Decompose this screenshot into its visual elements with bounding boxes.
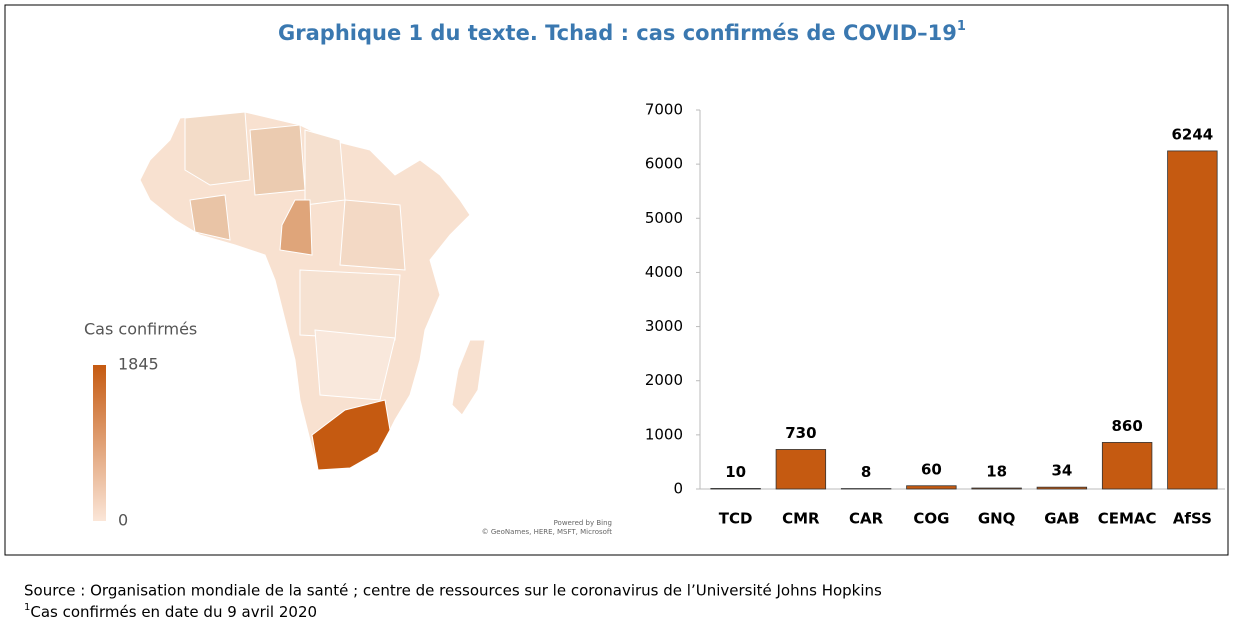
frame	[4, 4, 1229, 556]
colorbar	[93, 365, 106, 521]
value-label: 730	[785, 424, 816, 442]
value-label: 8	[861, 463, 871, 481]
title: Graphique 1 du texte. Tchad : cas confir…	[278, 19, 966, 46]
x-tick-label: GNQ	[978, 510, 1016, 528]
legend-title: Cas confirmés	[84, 320, 197, 339]
madagascar	[451, 339, 486, 416]
region	[339, 199, 406, 271]
value-label: 10	[725, 463, 746, 481]
region	[184, 111, 251, 186]
bar	[1036, 486, 1088, 490]
bar	[906, 485, 957, 490]
y-tick-label: 6000	[645, 155, 683, 173]
bar	[971, 487, 1022, 490]
region	[249, 124, 306, 196]
x-tick-label: AfSS	[1173, 510, 1212, 528]
value-label: 6244	[1172, 125, 1214, 143]
y-tick-label: 0	[673, 480, 683, 498]
region	[189, 194, 231, 241]
cameroon	[279, 199, 313, 256]
y-tick-label: 5000	[645, 209, 683, 227]
x-tick-label: COG	[913, 510, 949, 528]
region	[314, 329, 396, 401]
bar	[1101, 442, 1153, 490]
footnote: 1Cas confirmés en date du 9 avril 2020	[24, 602, 317, 621]
y-tick-label: 4000	[645, 263, 683, 281]
x-tick-label: CEMAC	[1098, 510, 1157, 528]
colorbar-min: 0	[118, 511, 128, 530]
bar	[775, 449, 827, 490]
x-tick-label: CMR	[782, 510, 820, 528]
y-tick-label: 1000	[645, 425, 683, 443]
y-tick-label: 2000	[645, 371, 683, 389]
bar-chart: 0 1000 2000 3000 4000 5000 6000 7000 TCD 10 CMR 730…	[645, 101, 1225, 528]
region	[304, 129, 346, 206]
value-label: 860	[1111, 417, 1142, 435]
colorbar-max: 1845	[118, 355, 159, 374]
value-label: 34	[1051, 462, 1072, 480]
x-tick-label: GAB	[1044, 510, 1079, 528]
credit: © GeoNames, HERE, MSFT, Microsoft	[482, 528, 613, 536]
credit: Powered by Bing	[554, 519, 612, 527]
x-tick-label: TCD	[719, 510, 753, 528]
y-tick-label: 7000	[645, 101, 683, 119]
south-africa	[311, 399, 391, 471]
value-label: 18	[986, 463, 1007, 481]
x-tick-label: CAR	[849, 510, 884, 528]
y-tick-label: 3000	[645, 317, 683, 335]
source: Source : Organisation mondiale de la san…	[24, 582, 882, 600]
bar	[710, 488, 761, 490]
map	[139, 111, 486, 471]
value-label: 60	[921, 460, 942, 478]
bar	[1167, 150, 1218, 490]
